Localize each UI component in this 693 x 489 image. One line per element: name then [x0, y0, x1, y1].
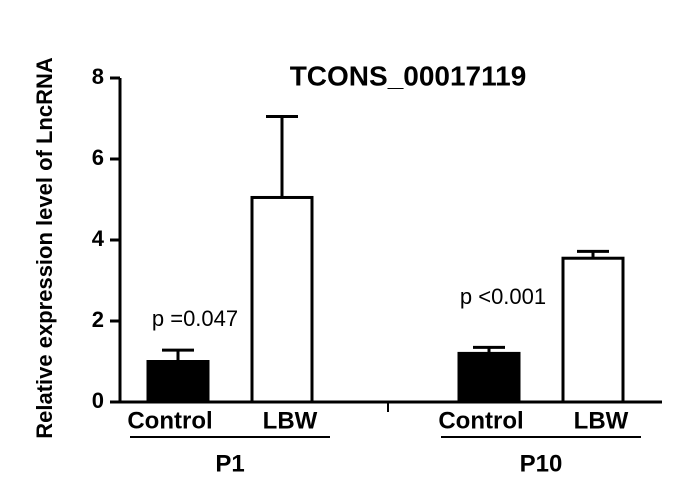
bar — [457, 351, 521, 404]
x-tick-label: LBW — [263, 407, 318, 434]
y-tick-label: 4 — [92, 226, 105, 251]
group-label: P10 — [520, 450, 563, 477]
bar — [250, 195, 314, 404]
y-tick-label: 0 — [92, 388, 104, 413]
bar — [146, 360, 210, 404]
annotation: p <0.001 — [460, 284, 546, 309]
y-tick-label: 2 — [92, 307, 104, 332]
y-tick-label: 6 — [92, 145, 104, 170]
y-axis-label: Relative expression level of LncRNA — [32, 57, 57, 439]
x-tick-label: Control — [438, 407, 523, 434]
y-tick-label: 8 — [92, 64, 104, 89]
group-label: P1 — [215, 450, 244, 477]
annotation: p =0.047 — [152, 306, 238, 331]
x-tick-label: Control — [127, 407, 212, 434]
bar — [561, 256, 625, 404]
x-tick-label: LBW — [574, 407, 629, 434]
chart-title: TCONS_00017119 — [290, 60, 527, 91]
